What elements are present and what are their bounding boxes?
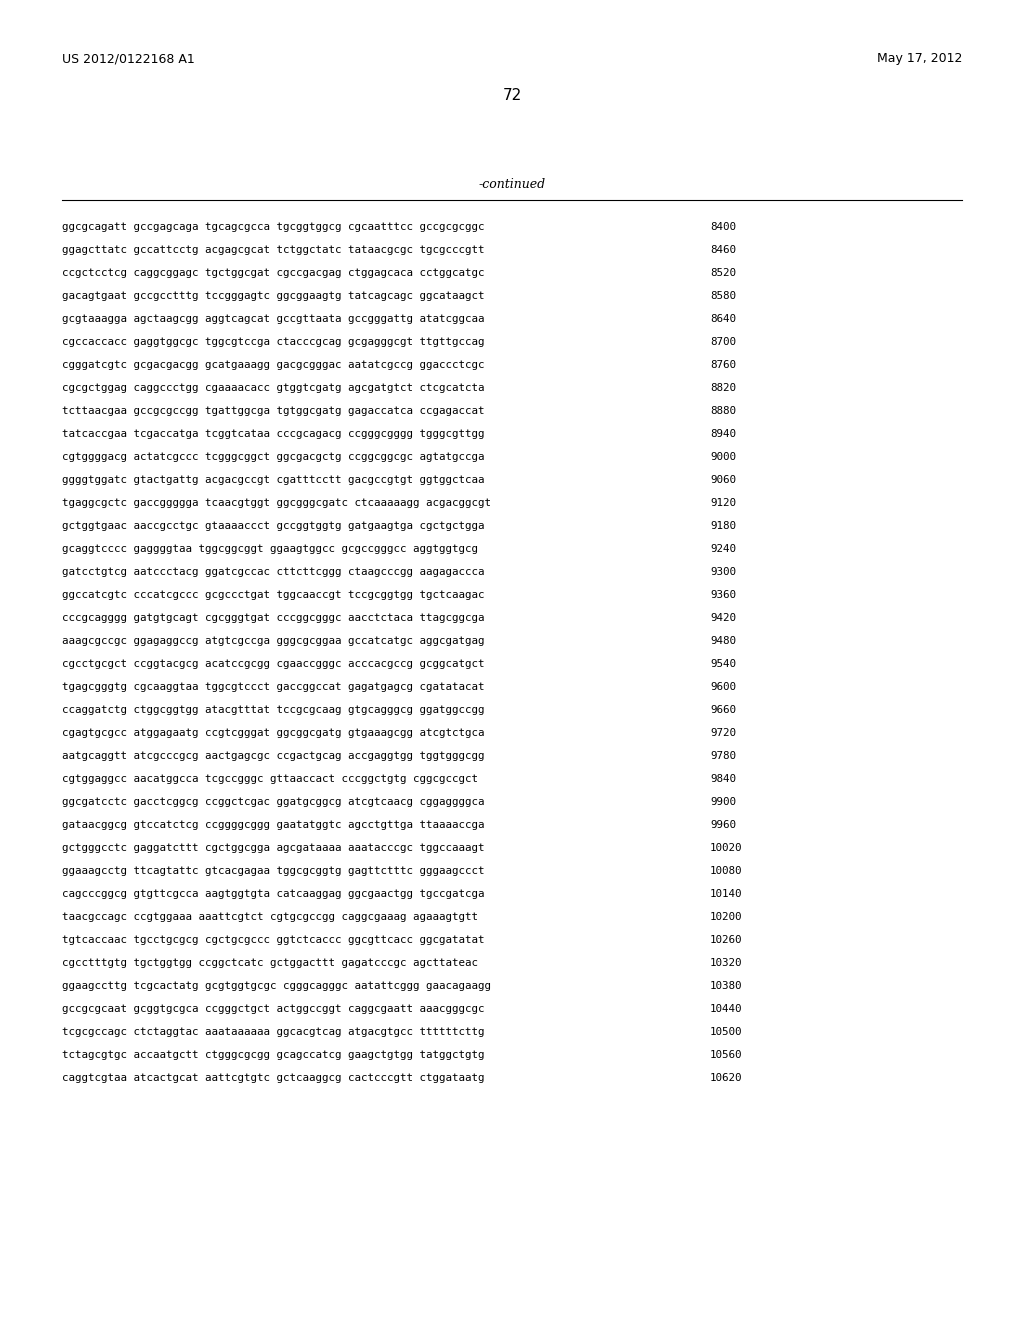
- Text: tcttaacgaa gccgcgccgg tgattggcga tgtggcgatg gagaccatca ccgagaccat: tcttaacgaa gccgcgccgg tgattggcga tgtggcg…: [62, 407, 484, 416]
- Text: 9780: 9780: [710, 751, 736, 762]
- Text: cgcctttgtg tgctggtgg ccggctcatc gctggacttt gagatcccgc agcttateac: cgcctttgtg tgctggtgg ccggctcatc gctggact…: [62, 958, 478, 968]
- Text: 9000: 9000: [710, 451, 736, 462]
- Text: 9360: 9360: [710, 590, 736, 601]
- Text: tctagcgtgc accaatgctt ctgggcgcgg gcagccatcg gaagctgtgg tatggctgtg: tctagcgtgc accaatgctt ctgggcgcgg gcagcca…: [62, 1049, 484, 1060]
- Text: 9540: 9540: [710, 659, 736, 669]
- Text: aatgcaggtt atcgcccgcg aactgagcgc ccgactgcag accgaggtgg tggtgggcgg: aatgcaggtt atcgcccgcg aactgagcgc ccgactg…: [62, 751, 484, 762]
- Text: 9720: 9720: [710, 729, 736, 738]
- Text: 9840: 9840: [710, 774, 736, 784]
- Text: 10500: 10500: [710, 1027, 742, 1038]
- Text: ggcgatcctc gacctcggcg ccggctcgac ggatgcggcg atcgtcaacg cggaggggca: ggcgatcctc gacctcggcg ccggctcgac ggatgcg…: [62, 797, 484, 807]
- Text: cgggatcgtc gcgacgacgg gcatgaaagg gacgcgggac aatatcgccg ggaccctcgc: cgggatcgtc gcgacgacgg gcatgaaagg gacgcgg…: [62, 360, 484, 370]
- Text: 10380: 10380: [710, 981, 742, 991]
- Text: cagcccggcg gtgttcgcca aagtggtgta catcaaggag ggcgaactgg tgccgatcga: cagcccggcg gtgttcgcca aagtggtgta catcaag…: [62, 888, 484, 899]
- Text: 8820: 8820: [710, 383, 736, 393]
- Text: 8880: 8880: [710, 407, 736, 416]
- Text: 8400: 8400: [710, 222, 736, 232]
- Text: 10080: 10080: [710, 866, 742, 876]
- Text: tgtcaccaac tgcctgcgcg cgctgcgccc ggtctcaccc ggcgttcacc ggcgatatat: tgtcaccaac tgcctgcgcg cgctgcgccc ggtctca…: [62, 935, 484, 945]
- Text: gataacggcg gtccatctcg ccggggcggg gaatatggtc agcctgttga ttaaaaccga: gataacggcg gtccatctcg ccggggcggg gaatatg…: [62, 820, 484, 830]
- Text: gcaggtcccc gaggggtaa tggcggcggt ggaagtggcc gcgccgggcc aggtggtgcg: gcaggtcccc gaggggtaa tggcggcggt ggaagtgg…: [62, 544, 478, 554]
- Text: cgtggaggcc aacatggcca tcgccgggc gttaaccact cccggctgtg cggcgccgct: cgtggaggcc aacatggcca tcgccgggc gttaacca…: [62, 774, 478, 784]
- Text: ggaaagcctg ttcagtattc gtcacgagaa tggcgcggtg gagttctttc gggaagccct: ggaaagcctg ttcagtattc gtcacgagaa tggcgcg…: [62, 866, 484, 876]
- Text: 8940: 8940: [710, 429, 736, 440]
- Text: gcgtaaagga agctaagcgg aggtcagcat gccgttaata gccgggattg atatcggcaa: gcgtaaagga agctaagcgg aggtcagcat gccgtta…: [62, 314, 484, 323]
- Text: 8460: 8460: [710, 246, 736, 255]
- Text: 72: 72: [503, 88, 521, 103]
- Text: ggcgcagatt gccgagcaga tgcagcgcca tgcggtggcg cgcaatttcc gccgcgcggc: ggcgcagatt gccgagcaga tgcagcgcca tgcggtg…: [62, 222, 484, 232]
- Text: 10260: 10260: [710, 935, 742, 945]
- Text: 10620: 10620: [710, 1073, 742, 1082]
- Text: gatcctgtcg aatccctacg ggatcgccac cttcttcggg ctaagcccgg aagagaccca: gatcctgtcg aatccctacg ggatcgccac cttcttc…: [62, 568, 484, 577]
- Text: 9600: 9600: [710, 682, 736, 692]
- Text: 10320: 10320: [710, 958, 742, 968]
- Text: gacagtgaat gccgcctttg tccgggagtc ggcggaagtg tatcagcagc ggcataagct: gacagtgaat gccgcctttg tccgggagtc ggcggaa…: [62, 290, 484, 301]
- Text: 9180: 9180: [710, 521, 736, 531]
- Text: 9120: 9120: [710, 498, 736, 508]
- Text: ggagcttatc gccattcctg acgagcgcat tctggctatc tataacgcgc tgcgcccgtt: ggagcttatc gccattcctg acgagcgcat tctggct…: [62, 246, 484, 255]
- Text: US 2012/0122168 A1: US 2012/0122168 A1: [62, 51, 195, 65]
- Text: gctggtgaac aaccgcctgc gtaaaaccct gccggtggtg gatgaagtga cgctgctgga: gctggtgaac aaccgcctgc gtaaaaccct gccggtg…: [62, 521, 484, 531]
- Text: cgagtgcgcc atggagaatg ccgtcgggat ggcggcgatg gtgaaagcgg atcgtctgca: cgagtgcgcc atggagaatg ccgtcgggat ggcggcg…: [62, 729, 484, 738]
- Text: cgtggggacg actatcgccc tcgggcggct ggcgacgctg ccggcggcgc agtatgccga: cgtggggacg actatcgccc tcgggcggct ggcgacg…: [62, 451, 484, 462]
- Text: aaagcgccgc ggagaggccg atgtcgccga gggcgcggaa gccatcatgc aggcgatgag: aaagcgccgc ggagaggccg atgtcgccga gggcgcg…: [62, 636, 484, 645]
- Text: 8760: 8760: [710, 360, 736, 370]
- Text: 9240: 9240: [710, 544, 736, 554]
- Text: gctgggcctc gaggatcttt cgctggcgga agcgataaaa aaatacccgc tggccaaagt: gctgggcctc gaggatcttt cgctggcgga agcgata…: [62, 843, 484, 853]
- Text: tgaggcgctc gaccggggga tcaacgtggt ggcgggcgatc ctcaaaaagg acgacggcgt: tgaggcgctc gaccggggga tcaacgtggt ggcgggc…: [62, 498, 490, 508]
- Text: 10020: 10020: [710, 843, 742, 853]
- Text: cgcgctggag caggccctgg cgaaaacacc gtggtcgatg agcgatgtct ctcgcatcta: cgcgctggag caggccctgg cgaaaacacc gtggtcg…: [62, 383, 484, 393]
- Text: ggggtggatc gtactgattg acgacgccgt cgatttcctt gacgccgtgt ggtggctcaa: ggggtggatc gtactgattg acgacgccgt cgatttc…: [62, 475, 484, 484]
- Text: tgagcgggtg cgcaaggtaa tggcgtccct gaccggccat gagatgagcg cgatatacat: tgagcgggtg cgcaaggtaa tggcgtccct gaccggc…: [62, 682, 484, 692]
- Text: 9660: 9660: [710, 705, 736, 715]
- Text: caggtcgtaa atcactgcat aattcgtgtc gctcaaggcg cactcccgtt ctggataatg: caggtcgtaa atcactgcat aattcgtgtc gctcaag…: [62, 1073, 484, 1082]
- Text: -continued: -continued: [478, 178, 546, 191]
- Text: 10200: 10200: [710, 912, 742, 921]
- Text: May 17, 2012: May 17, 2012: [877, 51, 962, 65]
- Text: 9480: 9480: [710, 636, 736, 645]
- Text: 9960: 9960: [710, 820, 736, 830]
- Text: 10140: 10140: [710, 888, 742, 899]
- Text: ggccatcgtc cccatcgccc gcgccctgat tggcaaccgt tccgcggtgg tgctcaagac: ggccatcgtc cccatcgccc gcgccctgat tggcaac…: [62, 590, 484, 601]
- Text: ccaggatctg ctggcggtgg atacgtttat tccgcgcaag gtgcagggcg ggatggccgg: ccaggatctg ctggcggtgg atacgtttat tccgcgc…: [62, 705, 484, 715]
- Text: 9300: 9300: [710, 568, 736, 577]
- Text: ggaagccttg tcgcactatg gcgtggtgcgc cgggcagggc aatattcggg gaacagaagg: ggaagccttg tcgcactatg gcgtggtgcgc cgggca…: [62, 981, 490, 991]
- Text: tcgcgccagc ctctaggtac aaataaaaaa ggcacgtcag atgacgtgcc ttttttcttg: tcgcgccagc ctctaggtac aaataaaaaa ggcacgt…: [62, 1027, 484, 1038]
- Text: 8700: 8700: [710, 337, 736, 347]
- Text: 8580: 8580: [710, 290, 736, 301]
- Text: 9900: 9900: [710, 797, 736, 807]
- Text: 8520: 8520: [710, 268, 736, 279]
- Text: cgccaccacc gaggtggcgc tggcgtccga ctacccgcag gcgagggcgt ttgttgccag: cgccaccacc gaggtggcgc tggcgtccga ctacccg…: [62, 337, 484, 347]
- Text: 10560: 10560: [710, 1049, 742, 1060]
- Text: taacgccagc ccgtggaaa aaattcgtct cgtgcgccgg caggcgaaag agaaagtgtt: taacgccagc ccgtggaaa aaattcgtct cgtgcgcc…: [62, 912, 478, 921]
- Text: 9420: 9420: [710, 612, 736, 623]
- Text: cgcctgcgct ccggtacgcg acatccgcgg cgaaccgggc acccacgccg gcggcatgct: cgcctgcgct ccggtacgcg acatccgcgg cgaaccg…: [62, 659, 484, 669]
- Text: tatcaccgaa tcgaccatga tcggtcataa cccgcagacg ccgggcgggg tgggcgttgg: tatcaccgaa tcgaccatga tcggtcataa cccgcag…: [62, 429, 484, 440]
- Text: 9060: 9060: [710, 475, 736, 484]
- Text: ccgctcctcg caggcggagc tgctggcgat cgccgacgag ctggagcaca cctggcatgc: ccgctcctcg caggcggagc tgctggcgat cgccgac…: [62, 268, 484, 279]
- Text: gccgcgcaat gcggtgcgca ccgggctgct actggccggt caggcgaatt aaacgggcgc: gccgcgcaat gcggtgcgca ccgggctgct actggcc…: [62, 1005, 484, 1014]
- Text: cccgcagggg gatgtgcagt cgcgggtgat cccggcgggc aacctctaca ttagcggcga: cccgcagggg gatgtgcagt cgcgggtgat cccggcg…: [62, 612, 484, 623]
- Text: 10440: 10440: [710, 1005, 742, 1014]
- Text: 8640: 8640: [710, 314, 736, 323]
